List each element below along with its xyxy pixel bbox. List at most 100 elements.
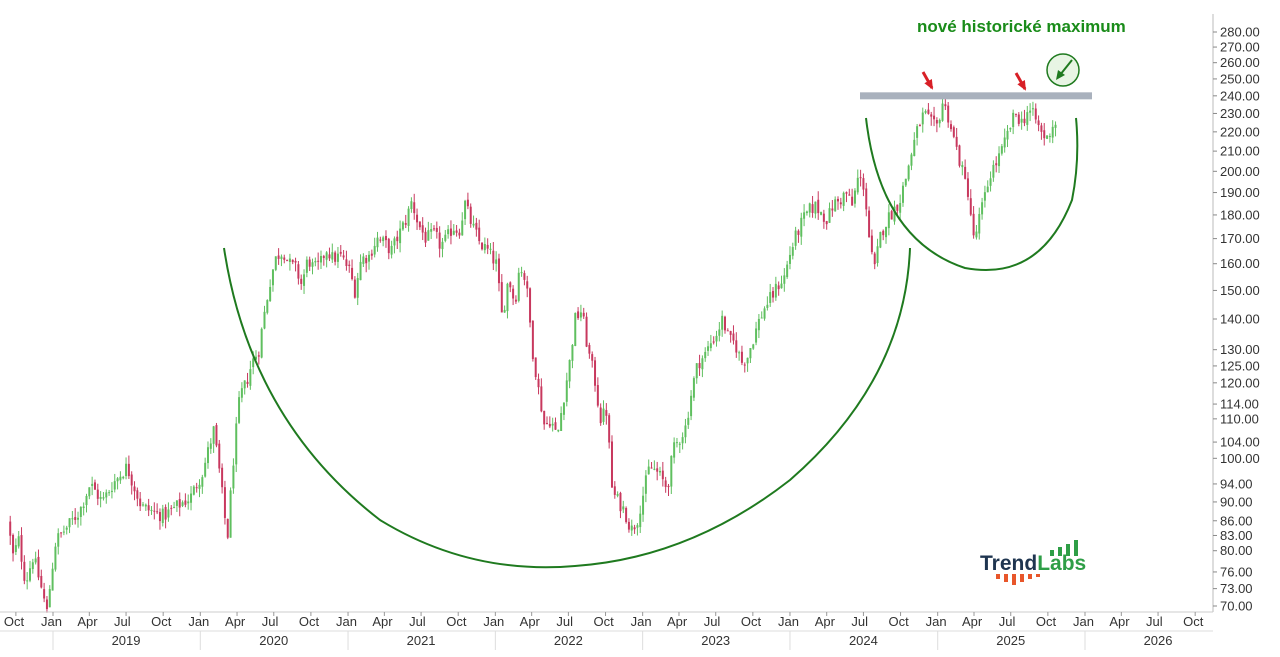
year-label: 2021 (407, 633, 436, 648)
candle (989, 171, 992, 192)
candle (698, 354, 701, 376)
candle (904, 178, 907, 187)
candle (373, 237, 376, 258)
candle (144, 503, 147, 511)
y-tick-label: 170.00 (1220, 231, 1260, 246)
candle (811, 195, 814, 218)
x-tick-label: Oct (741, 614, 762, 629)
y-tick-label: 104.00 (1220, 435, 1260, 450)
candle (204, 457, 207, 478)
candle (263, 305, 266, 330)
candle (240, 382, 243, 403)
candle (300, 274, 303, 290)
candle (568, 359, 571, 389)
candle (834, 196, 837, 212)
candle (735, 332, 738, 358)
candle (707, 340, 710, 356)
candle (523, 270, 526, 286)
candle (215, 422, 218, 448)
candle (31, 558, 34, 574)
candle (68, 518, 71, 534)
candle (868, 206, 871, 238)
candle (738, 350, 741, 361)
candle (345, 250, 348, 271)
candle (673, 437, 676, 464)
candle (723, 315, 726, 334)
candle (1017, 112, 1020, 127)
candle (74, 508, 77, 525)
candle (238, 391, 241, 425)
candle (40, 569, 43, 589)
candle (952, 125, 955, 139)
x-tick-label: Apr (815, 614, 836, 629)
candle (438, 226, 441, 258)
candle (469, 203, 472, 228)
candle (983, 185, 986, 208)
resistance-line (860, 92, 1092, 100)
candle (399, 220, 402, 253)
candlestick-series (9, 97, 1057, 613)
candle (113, 473, 116, 493)
y-tick-label: 220.00 (1220, 124, 1260, 139)
x-tick-label: Oct (4, 614, 25, 629)
candle (503, 305, 506, 313)
candle (964, 159, 967, 180)
candle (791, 242, 794, 260)
y-tick-label: 150.00 (1220, 283, 1260, 298)
candle (517, 267, 520, 303)
y-tick-label: 70.00 (1220, 599, 1253, 614)
candle (266, 299, 269, 315)
candle (1006, 125, 1009, 148)
candle (125, 457, 128, 480)
candle (772, 287, 775, 303)
candle (531, 320, 534, 362)
candle (856, 169, 859, 195)
candle (105, 489, 108, 504)
candle (483, 237, 486, 254)
candle (48, 585, 51, 608)
candle (585, 312, 588, 348)
candle (667, 483, 670, 496)
candle (370, 249, 373, 260)
candle (921, 107, 924, 133)
candle (119, 471, 122, 484)
candle (122, 475, 125, 480)
candle (876, 238, 879, 267)
y-tick-label: 100.00 (1220, 451, 1260, 466)
candle (992, 160, 995, 182)
candle (763, 306, 766, 321)
candle (430, 223, 433, 239)
candle (153, 502, 156, 520)
candle (941, 97, 944, 122)
candle (509, 281, 512, 293)
candle (218, 439, 221, 473)
candle (1000, 143, 1003, 156)
candle (695, 362, 698, 384)
y-tick-label: 260.00 (1220, 55, 1260, 70)
candle (554, 417, 557, 430)
candle (966, 172, 969, 201)
candle (831, 200, 834, 217)
candle (246, 372, 249, 388)
candle (865, 182, 868, 217)
candle (481, 242, 484, 251)
candle (77, 511, 80, 528)
candle (808, 202, 811, 218)
y-tick-label: 200.00 (1220, 164, 1260, 179)
candle (975, 225, 978, 240)
candle (164, 504, 167, 529)
candle (890, 209, 893, 220)
candle (817, 191, 820, 220)
candle (79, 506, 82, 526)
candle (681, 432, 684, 450)
candle (71, 511, 74, 525)
y-tick-label: 120.00 (1220, 375, 1260, 390)
candle (447, 225, 450, 239)
candle (221, 463, 224, 494)
candle (924, 109, 927, 115)
candle (291, 259, 294, 265)
candle (582, 307, 585, 319)
candle (797, 229, 800, 243)
candle (944, 98, 947, 110)
